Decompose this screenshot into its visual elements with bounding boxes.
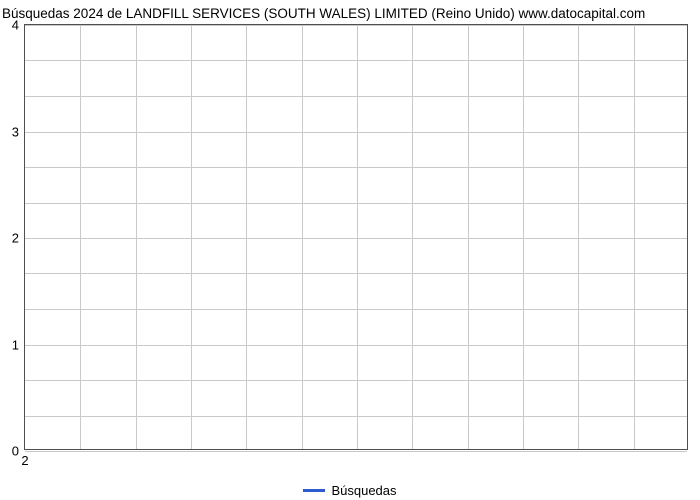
gridline-vertical [634,25,635,449]
gridline-vertical [523,25,524,449]
gridline-horizontal [25,60,687,61]
gridline-vertical [412,25,413,449]
y-axis-tick-label: 3 [12,124,19,139]
gridline-horizontal [25,96,687,97]
gridline-vertical [80,25,81,449]
legend-label: Búsquedas [331,483,396,498]
gridline-vertical [578,25,579,449]
gridline-horizontal [25,25,687,26]
gridline-vertical [357,25,358,449]
y-axis-tick-label: 1 [12,337,19,352]
y-axis-tick-label: 2 [12,231,19,246]
gridline-vertical [468,25,469,449]
y-axis-tick-label: 0 [12,444,19,459]
gridline-vertical [136,25,137,449]
gridline-horizontal [25,451,687,452]
gridline-horizontal [25,167,687,168]
gridline-horizontal [25,416,687,417]
chart-title: Búsquedas 2024 de LANDFILL SERVICES (SOU… [0,6,700,21]
gridline-horizontal [25,238,687,239]
gridline-horizontal [25,309,687,310]
gridline-horizontal [25,345,687,346]
legend-swatch [303,489,325,492]
gridline-horizontal [25,380,687,381]
gridline-vertical [191,25,192,449]
gridline-vertical [302,25,303,449]
gridline-horizontal [25,203,687,204]
y-axis-tick-label: 4 [12,18,19,33]
chart-legend: Búsquedas [0,482,700,498]
chart-plot-area: 012342 [24,24,688,450]
gridline-vertical [246,25,247,449]
gridline-horizontal [25,132,687,133]
x-axis-tick-label: 2 [21,453,28,468]
gridline-horizontal [25,273,687,274]
